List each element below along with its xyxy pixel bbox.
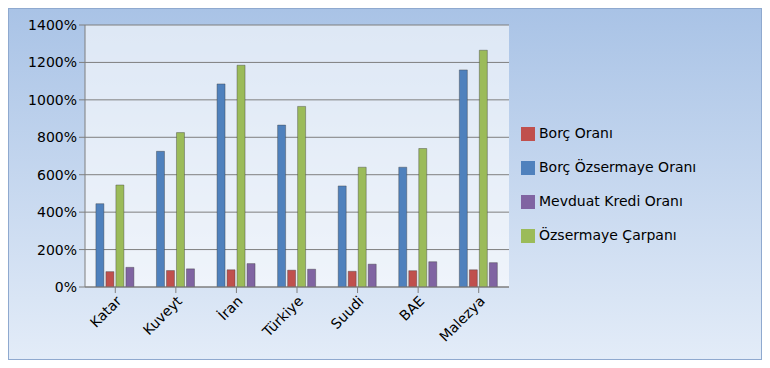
svg-text:Türkiye: Türkiye bbox=[259, 293, 306, 340]
svg-text:400%: 400% bbox=[37, 204, 77, 220]
svg-text:Kuveyt: Kuveyt bbox=[140, 292, 186, 338]
svg-text:Malezya: Malezya bbox=[436, 293, 488, 345]
svg-text:İran: İran bbox=[214, 292, 245, 323]
html-text:Borç Oranı: Borç Oranı bbox=[539, 125, 613, 141]
svg-text:Katar: Katar bbox=[87, 293, 125, 331]
svg-text:600%: 600% bbox=[37, 167, 77, 183]
html-text:Özsermaye Çarpanı: Özsermaye Çarpanı bbox=[539, 227, 677, 243]
svg-text:1400%: 1400% bbox=[28, 17, 77, 33]
svg-text:200%: 200% bbox=[37, 242, 77, 258]
svg-text:1200%: 1200% bbox=[28, 54, 77, 70]
svg-text:0%: 0% bbox=[55, 279, 77, 295]
svg-text:800%: 800% bbox=[37, 129, 77, 145]
svg-text:1000%: 1000% bbox=[28, 92, 77, 108]
svg-text:Suudi: Suudi bbox=[328, 293, 367, 332]
html-text:Mevduat Kredi Oranı: Mevduat Kredi Oranı bbox=[539, 193, 683, 209]
html-text:Borç Özsermaye Oranı: Borç Özsermaye Oranı bbox=[539, 159, 697, 175]
svg-text:BAE: BAE bbox=[396, 293, 427, 324]
